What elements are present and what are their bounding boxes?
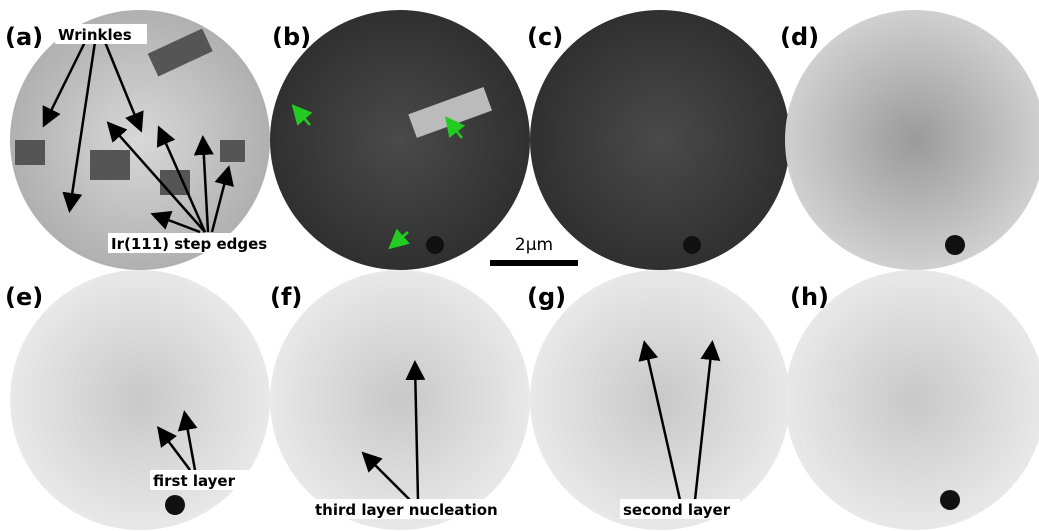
image-c [530, 10, 790, 270]
panel-label: (g) [527, 283, 566, 311]
annotation: first layer [153, 472, 236, 490]
panel-label: (b) [272, 23, 311, 51]
images [10, 10, 1039, 530]
panel-label: (a) [5, 23, 43, 51]
panel-label: (f) [270, 283, 302, 311]
image-e [10, 270, 270, 530]
panel-label: (e) [5, 283, 43, 311]
image-g [530, 270, 790, 530]
annotation: Ir(111) step edges [111, 235, 267, 253]
panel-label: (h) [790, 283, 829, 311]
annotation: third layer nucleation [315, 501, 498, 519]
panel-label: (d) [780, 23, 819, 51]
image-d [785, 10, 1039, 270]
annotation: Wrinkles [58, 26, 132, 44]
panel-label: (c) [527, 23, 563, 51]
figure: 2μm (a) (b) (c) (d) (e) (f) (g) (h) Wrin… [0, 0, 1039, 531]
scale-label: 2μm [515, 235, 553, 255]
annotation: second layer [623, 501, 731, 519]
